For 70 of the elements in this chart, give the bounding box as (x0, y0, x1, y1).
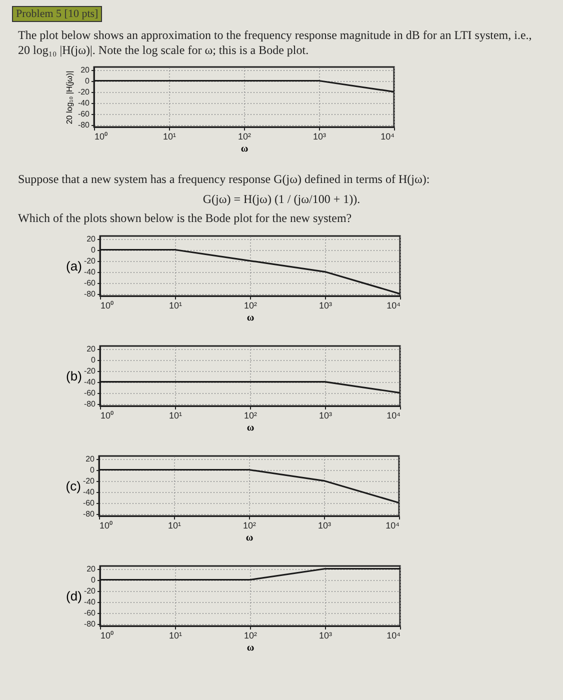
y-tick-label: 0 (85, 76, 90, 86)
y-axis-title: (b) (66, 368, 82, 384)
y-tick-label: -40 (84, 267, 96, 276)
y-axis-title: (c) (66, 478, 81, 494)
x-tick-label: 10⁴ (386, 630, 401, 640)
y-tick-label: 20 (86, 564, 96, 574)
x-tick-label: 10⁰ (100, 410, 114, 420)
x-tick-label: 10¹ (168, 520, 182, 530)
x-tick-label: 10² (244, 300, 258, 310)
chart-subtitle: The plot below shows an approximation to the frequency response magnitude in dB for an LTI system, i.e., 20 log₁₀ |H(jω)|. Note the log scale for ω; this is a Bode plot. (18, 28, 533, 58)
y-tick-label: -60 (82, 498, 96, 508)
y-tick-label: 0 (91, 355, 96, 364)
x-axis-title: ω (246, 532, 254, 544)
x-axis-title: ω (246, 422, 254, 434)
y-tick-label: -80 (78, 120, 90, 130)
text: Suppose that a new system has a frequency response G(jω) defined in terms of H(jω): (18, 172, 431, 188)
text: G(jω) = H(jω) (1 / (jω/100 + 1)). (202, 192, 362, 208)
x-axis-title: ω (246, 312, 254, 324)
y-tick-label: 0 (91, 245, 96, 254)
y-tick-label: 0 (90, 465, 96, 474)
x-tick-label: 10⁴ (380, 132, 395, 142)
y-axis-title: 20 log₁₀ |H(jω)| (64, 70, 74, 124)
x-tick-label: 10² (244, 630, 258, 640)
x-tick-label: 10⁴ (386, 520, 400, 530)
x-tick-label: 10⁰ (100, 630, 114, 640)
y-tick-label: -60 (84, 278, 96, 288)
y-tick-label: -80 (82, 509, 96, 518)
x-tick-label: 10¹ (168, 630, 182, 640)
x-tick-label: 10² (238, 132, 252, 142)
x-tick-label: 10¹ (168, 410, 182, 420)
x-tick-label: 10³ (318, 630, 332, 640)
x-tick-label: 10³ (318, 300, 332, 310)
x-tick-label: 10⁰ (100, 520, 113, 530)
x-tick-label: 10⁴ (386, 410, 401, 420)
y-tick-label: -60 (84, 608, 96, 618)
x-tick-label: 10² (244, 410, 258, 420)
x-tick-label: 10³ (318, 520, 332, 530)
y-tick-label: -40 (84, 597, 96, 606)
y-axis-title: (a) (66, 258, 82, 274)
x-axis-title: ω (240, 144, 248, 154)
x-tick-label: 10² (242, 520, 256, 530)
y-tick-label: -20 (84, 366, 96, 376)
y-tick-label: 20 (86, 234, 96, 244)
y-tick-label: 20 (80, 65, 90, 74)
text: Which of the plots shown below is the Bode plot for the new system? (18, 211, 353, 227)
y-tick-label: -20 (82, 476, 96, 486)
y-tick-label: 0 (91, 575, 96, 584)
x-tick-label: 10³ (318, 410, 332, 420)
x-axis-title: ω (246, 642, 254, 654)
chart-title: Problem 5 [10 pts] (12, 6, 102, 22)
y-tick-label: 20 (86, 344, 96, 354)
x-tick-label: 10⁰ (100, 300, 114, 310)
y-tick-label: -40 (84, 377, 96, 386)
x-tick-label: 10³ (312, 132, 326, 142)
y-axis-title: (d) (66, 588, 82, 604)
y-tick-label: -60 (84, 388, 96, 398)
y-tick-label: -80 (84, 399, 96, 408)
y-tick-label: -80 (84, 289, 96, 298)
y-tick-label: -40 (82, 487, 96, 496)
y-tick-label: -20 (78, 87, 90, 96)
y-tick-label: -80 (84, 619, 96, 628)
y-tick-label: -20 (84, 586, 96, 596)
x-tick-label: 10¹ (168, 300, 182, 310)
y-tick-label: -60 (78, 109, 90, 118)
y-tick-label: -20 (84, 256, 96, 266)
x-tick-label: 10¹ (162, 132, 176, 142)
x-tick-label: 10⁴ (386, 300, 401, 310)
y-tick-label: -40 (78, 98, 90, 108)
x-tick-label: 10⁰ (94, 132, 108, 142)
y-tick-label: 20 (86, 454, 96, 464)
